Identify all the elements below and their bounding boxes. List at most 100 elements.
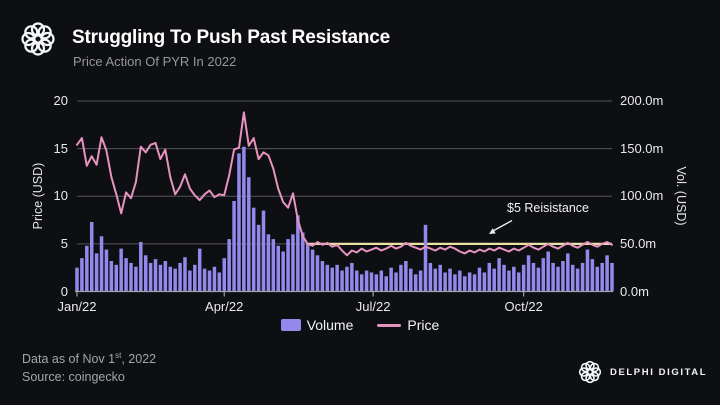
volume-bar	[158, 264, 163, 292]
volume-bar	[134, 266, 138, 292]
chart-legend: Volume Price	[0, 317, 720, 333]
volume-bar	[355, 270, 359, 292]
volume-bar	[531, 262, 536, 292]
volume-bar	[163, 261, 168, 292]
volume-bar	[374, 274, 379, 292]
legend-item-price: Price	[377, 317, 439, 333]
delphi-knot-logo-icon	[21, 22, 55, 56]
volume-bar	[404, 261, 408, 292]
volume-bar	[359, 274, 364, 292]
volume-bar	[516, 272, 521, 292]
volume-bar	[227, 239, 231, 292]
page-title: Struggling To Push Past Resistance	[72, 27, 391, 48]
volume-bar	[335, 264, 339, 292]
volume-bar	[251, 207, 256, 292]
note-superscript: st	[115, 351, 122, 360]
legend-volume-label: Volume	[306, 317, 354, 333]
annotation-arrowhead	[489, 228, 496, 234]
volume-bar	[458, 270, 462, 292]
volume-bar	[526, 255, 531, 292]
volume-bar	[114, 264, 119, 292]
left-axis-tick-label: 10	[53, 188, 68, 204]
left-axis-title: Price (USD)	[31, 162, 45, 230]
volume-bar	[207, 270, 212, 292]
volume-bar	[541, 258, 546, 292]
right-axis-title: Vol. (USD)	[674, 166, 688, 226]
annotation-arrow	[491, 219, 513, 233]
volume-bar	[183, 257, 187, 292]
volume-bar	[467, 272, 472, 292]
volume-bar	[507, 270, 511, 292]
volume-bar	[256, 224, 261, 292]
volume-bar	[512, 266, 516, 292]
volume-bar	[399, 264, 403, 292]
left-axis-tick-label: 20	[53, 93, 68, 108]
volume-bar	[178, 262, 182, 292]
price-swatch-icon	[377, 323, 402, 327]
price-line	[76, 111, 613, 257]
volume-bar	[369, 272, 374, 292]
volume-bar	[566, 253, 570, 292]
volume-bar	[305, 243, 310, 292]
x-axis-tick-label: Jan/22	[57, 299, 97, 314]
volume-bar	[124, 258, 128, 292]
volume-bar	[99, 236, 104, 292]
volume-bar	[286, 239, 290, 292]
volume-bar	[193, 264, 197, 292]
volume-bar	[497, 258, 501, 292]
volume-bar	[487, 262, 492, 292]
volume-bar	[433, 268, 438, 292]
volume-bar	[600, 262, 604, 292]
volume-bar	[222, 258, 226, 292]
volume-bar	[413, 274, 418, 292]
volume-bar	[521, 264, 526, 292]
volume-bar	[595, 266, 600, 292]
volume-bar	[482, 272, 487, 292]
volume-bar	[384, 276, 388, 292]
volume-bar	[129, 262, 133, 292]
volume-bar	[89, 221, 94, 292]
volume-bar	[320, 261, 325, 292]
right-axis-tick-label: 0.0m	[620, 283, 649, 299]
volume-bar	[75, 267, 79, 292]
brand-wordmark: DELPHI DIGITAL	[610, 366, 708, 378]
volume-bar	[94, 253, 99, 292]
brand-lockup: DELPHI DIGITAL	[578, 360, 707, 384]
right-axis-tick-label: 50.0m	[620, 235, 657, 251]
volume-bar	[546, 251, 550, 292]
volume-bar	[448, 268, 452, 292]
volume-bar	[561, 261, 565, 292]
volume-bar	[296, 215, 300, 292]
volume-bar	[418, 270, 423, 292]
volume-bar	[266, 234, 271, 292]
volume-bar	[197, 248, 202, 292]
x-axis-tick-label: Apr/22	[205, 299, 244, 314]
volume-bar	[291, 234, 295, 292]
right-axis-tick-label: 150.0m	[620, 140, 664, 156]
volume-bar	[502, 264, 506, 292]
volume-bar	[173, 268, 177, 292]
volume-bar	[428, 262, 433, 292]
volume-bar	[340, 270, 344, 292]
source-note: Source: coingecko	[22, 370, 125, 384]
resistance-annotation: $5 Reisistance	[507, 201, 589, 215]
page-subtitle: Price Action Of PYR In 2022	[73, 54, 237, 69]
volume-bar	[139, 241, 143, 292]
volume-bar	[281, 251, 285, 292]
volume-bar	[217, 272, 222, 292]
volume-bar	[276, 245, 280, 292]
volume-bar	[212, 266, 217, 292]
volume-bar	[80, 258, 84, 292]
volume-bar	[492, 268, 496, 292]
volume-bar	[379, 270, 384, 292]
volume-bar	[536, 267, 541, 292]
data-as-of-note: Data as of Nov 1st, 2022	[22, 351, 156, 366]
volume-bar	[438, 264, 442, 292]
volume-bar	[409, 268, 413, 292]
volume-bar	[463, 276, 467, 292]
volume-bar	[242, 146, 246, 292]
volume-bar	[301, 232, 305, 292]
x-axis-tick-label: Jul/22	[355, 299, 391, 314]
